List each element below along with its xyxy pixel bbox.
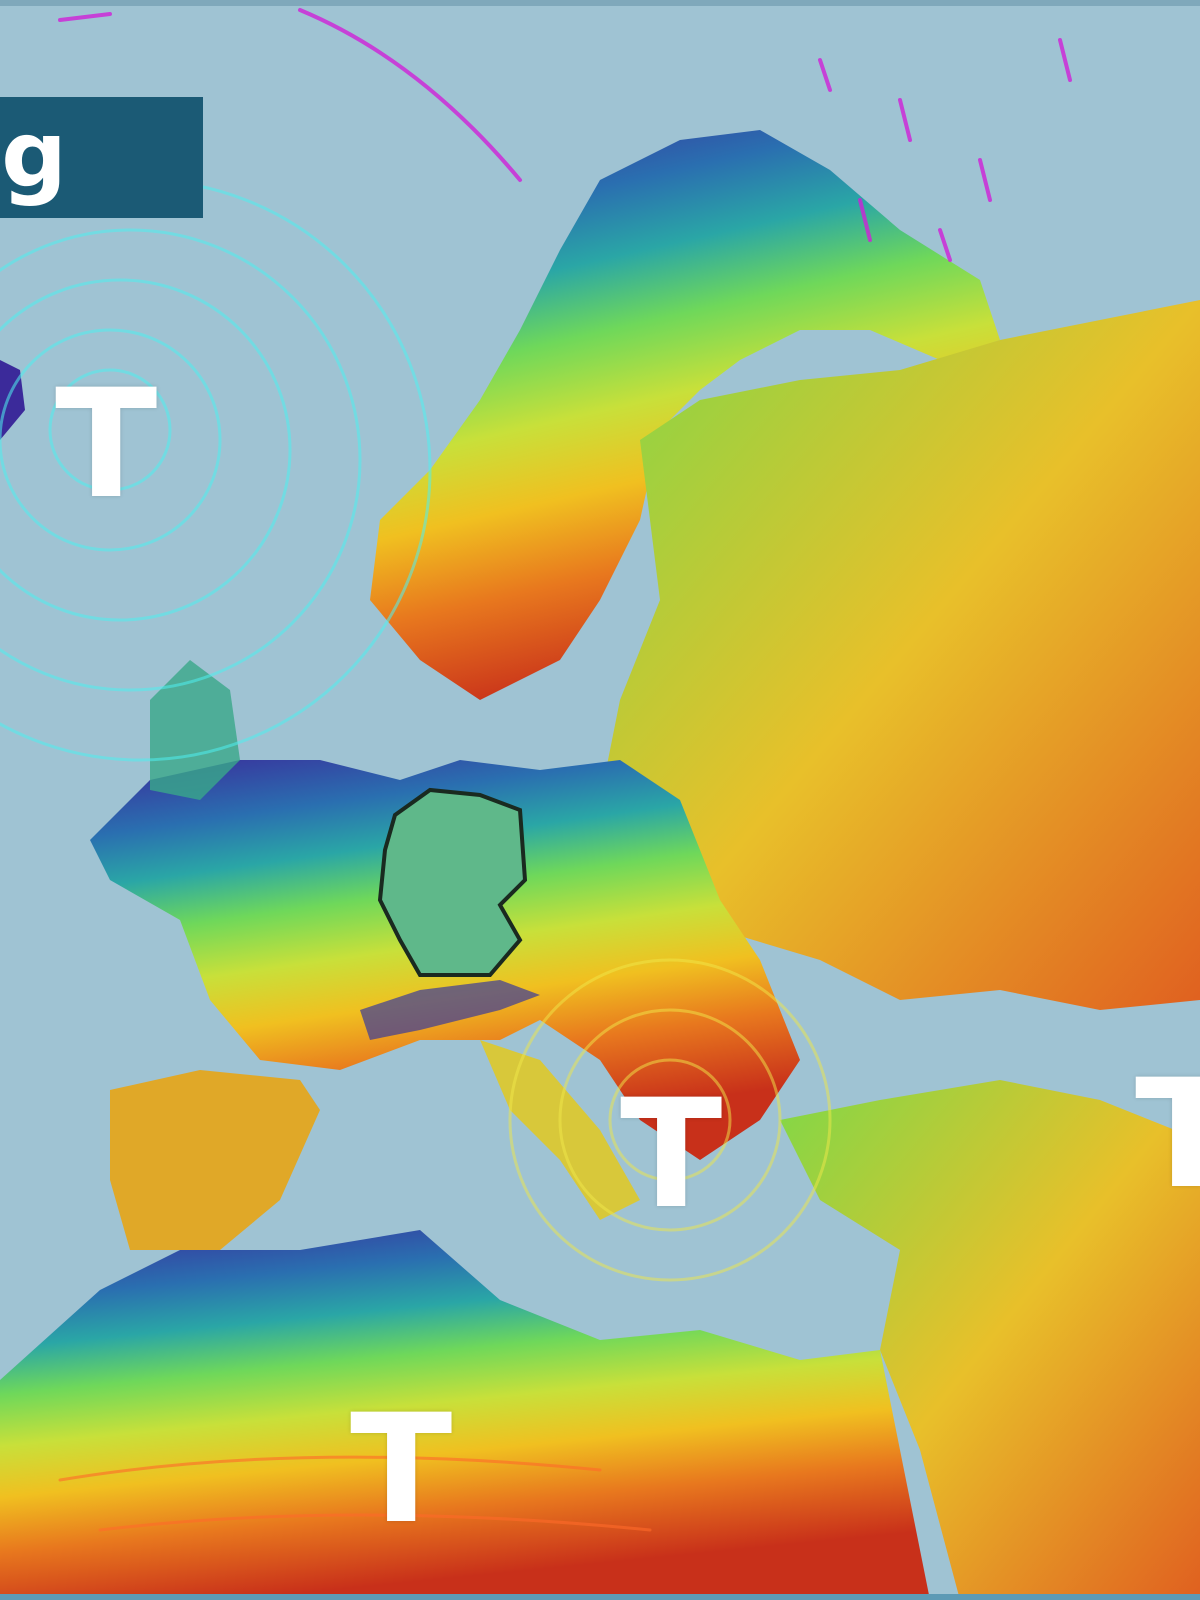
low-pressure-sahara: T [350, 1383, 453, 1557]
eastern-europe [600, 300, 1200, 1010]
germany [377, 787, 528, 977]
bottom-frame [0, 1594, 1200, 1600]
low-pressure-caspian: T [1135, 1048, 1200, 1222]
alps [360, 980, 540, 1040]
anatolia-middle-east [780, 1080, 1200, 1600]
mediterranean-low-swirl [508, 958, 832, 1282]
title-banner: ng [0, 97, 203, 218]
scandinavia [370, 130, 1000, 700]
low-pressure-atlantic: T [55, 358, 158, 532]
title-text: ng [0, 101, 67, 208]
iberia [110, 1070, 320, 1250]
polar-wind [58, 8, 1072, 262]
land-masses [0, 130, 1200, 1600]
wind-streamlines [0, 8, 1072, 1532]
north-africa [0, 1230, 930, 1600]
iceland [0, 360, 25, 440]
sahara-wind [58, 1455, 652, 1532]
top-frame [0, 0, 1200, 6]
british-isles [150, 660, 240, 800]
low-pressure-mediterranean: T [620, 1068, 723, 1242]
